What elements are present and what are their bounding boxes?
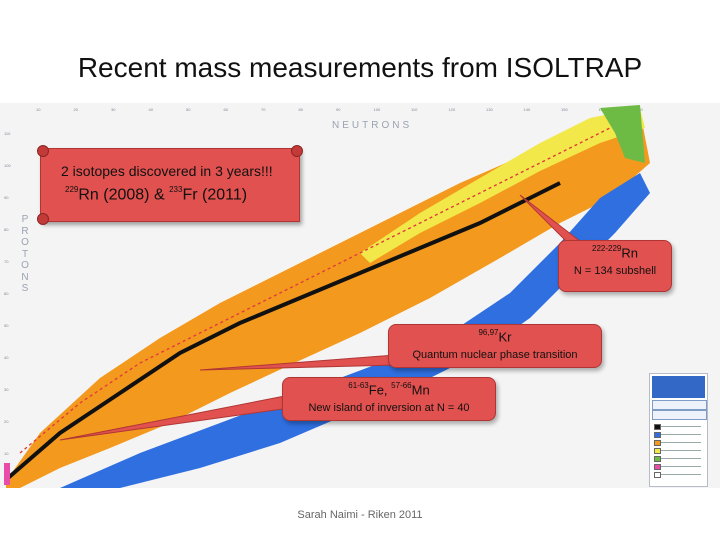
rn-callout: 222-229Rn N = 134 subshell xyxy=(558,240,672,292)
legend-text-line xyxy=(661,426,701,427)
fe-callout-symbol: Fe, xyxy=(368,382,392,398)
y-axis-label-letter: O xyxy=(21,237,29,248)
y-tick-label: 30 xyxy=(4,387,9,392)
nuclide-chart-graphic: 1020304050607080901001101201301401501601… xyxy=(4,105,650,488)
rn-mass-number: 229 xyxy=(65,185,79,194)
x-tick-label: 90 xyxy=(336,107,341,112)
legend-box xyxy=(652,400,707,410)
decay-alpha-swatch xyxy=(654,448,661,454)
y-tick-label: 60 xyxy=(4,291,9,296)
kr-callout: 96,97Kr Quantum nuclear phase transition xyxy=(388,324,602,368)
y-tick-labels: 110 100 90 80 70 60 50 40 30 20 10 xyxy=(4,131,11,456)
y-axis-label-letter: N xyxy=(21,271,29,283)
legend-text-line xyxy=(661,458,701,459)
banner-isotopes: 229Rn (2008) & 233Fr (2011) xyxy=(65,185,248,204)
rn-callout-mass: 222-229 xyxy=(592,244,622,253)
fe-callout: 61-63Fe, 57-66Mn New island of inversion… xyxy=(282,377,496,421)
y-axis-label-letter: O xyxy=(21,260,29,271)
scroll-roll-top-left xyxy=(37,145,49,157)
legend-box xyxy=(652,410,707,420)
x-tick-label: 100 xyxy=(374,107,381,112)
legend-header xyxy=(652,376,705,398)
rn-callout-isotope: 222-229Rn xyxy=(559,241,671,262)
banner-headline: 2 isotopes discovered in 3 years!!! xyxy=(61,163,273,179)
legend-text-line xyxy=(661,466,701,467)
alpha-band xyxy=(360,108,645,263)
y-axis-label-letter: R xyxy=(21,225,29,237)
x-tick-label: 20 xyxy=(74,107,79,112)
x-tick-label: 150 xyxy=(561,107,568,112)
fe-callout-isotopes: 61-63Fe, 57-66Mn xyxy=(283,378,495,399)
x-tick-label: 130 xyxy=(486,107,493,112)
x-tick-label: 140 xyxy=(524,107,531,112)
fr-text: Fr (2011) xyxy=(182,186,248,204)
decay-beta-minus-swatch xyxy=(654,432,661,438)
y-axis-label-letter: P xyxy=(21,214,29,225)
mn-callout-symbol: Mn xyxy=(411,382,430,398)
kr-callout-isotope: 96,97Kr xyxy=(389,325,601,346)
proton-dripline-marker xyxy=(4,463,10,485)
x-tick-label: 120 xyxy=(449,107,456,112)
y-tick-label: 110 xyxy=(4,131,11,136)
legend-text-line xyxy=(661,474,701,475)
x-tick-label: 70 xyxy=(261,107,266,112)
x-axis-label: NEUTRONS xyxy=(332,120,413,131)
kr-callout-symbol: Kr xyxy=(498,329,512,345)
fission-band xyxy=(600,105,645,163)
rn-text: Rn (2008) & xyxy=(78,186,170,204)
slide-title: Recent mass measurements from ISOLTRAP xyxy=(77,52,643,83)
kr-callout-mass: 96,97 xyxy=(478,328,499,337)
scroll-roll-bottom-left xyxy=(37,213,49,225)
fe-callout-text: New island of inversion at N = 40 xyxy=(308,402,470,415)
fr-mass-number: 233 xyxy=(169,185,183,194)
y-axis-label-letter: S xyxy=(21,283,29,294)
x-tick-labels: 1020304050607080901001101201301401501601… xyxy=(36,107,643,112)
rn-callout-symbol: Rn xyxy=(621,245,638,261)
discovery-banner: 2 isotopes discovered in 3 years!!! 229R… xyxy=(37,145,303,225)
decay-stable-swatch xyxy=(654,424,661,430)
x-tick-label: 30 xyxy=(111,107,116,112)
x-tick-label: 80 xyxy=(299,107,304,112)
x-tick-label: 40 xyxy=(149,107,154,112)
rn-callout-text: N = 134 subshell xyxy=(573,265,657,278)
decay-beta-plus-swatch xyxy=(654,440,661,446)
y-tick-label: 20 xyxy=(4,419,9,424)
decay-fission-swatch xyxy=(654,456,661,462)
x-tick-label: 110 xyxy=(411,107,418,112)
x-tick-label: 50 xyxy=(186,107,191,112)
fe-callout-mass: 61-63 xyxy=(348,381,369,390)
slide-footer: Sarah Naimi - Riken 2011 xyxy=(297,509,423,521)
decay-proton-swatch xyxy=(654,464,661,470)
legend-text-line xyxy=(661,450,701,451)
y-tick-label: 70 xyxy=(4,259,9,264)
y-tick-label: 90 xyxy=(4,195,9,200)
decay-mode-legend xyxy=(649,373,708,487)
y-tick-label: 80 xyxy=(4,227,9,232)
y-tick-label: 40 xyxy=(4,355,9,360)
measured-ridge xyxy=(19,127,611,454)
legend-text-line xyxy=(661,434,701,435)
y-tick-label: 100 xyxy=(4,163,11,168)
kr-callout-text: Quantum nuclear phase transition xyxy=(412,349,578,362)
y-tick-label: 50 xyxy=(4,323,9,328)
x-tick-label: 60 xyxy=(224,107,229,112)
scroll-roll-top-right xyxy=(291,145,303,157)
beta-plus-band xyxy=(6,111,650,488)
x-tick-label: 10 xyxy=(36,107,41,112)
legend-text-line xyxy=(661,442,701,443)
y-axis-label-letter: T xyxy=(21,248,29,260)
mn-callout-mass: 57-66 xyxy=(391,381,412,390)
decay-unknown-swatch xyxy=(654,472,661,478)
y-tick-label: 10 xyxy=(4,451,9,456)
